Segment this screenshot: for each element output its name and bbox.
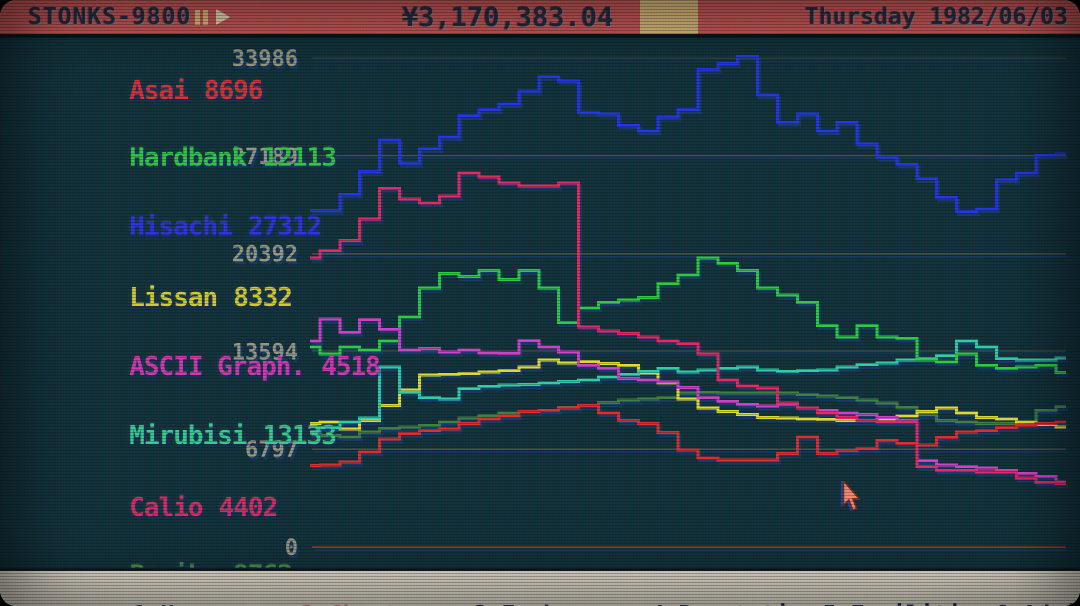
menu-key: 1 [133, 602, 147, 606]
stock-name: Lissan [129, 283, 218, 313]
stock-price: 4402 [218, 493, 279, 523]
stock-price: 8696 [203, 76, 264, 106]
stock-name: Hardbank [129, 143, 247, 173]
menu-key: 6 [995, 602, 1009, 606]
balance-display: ¥3,170,383.04 [402, 2, 614, 33]
stock-price: 13133 [262, 421, 337, 451]
stock-price: 8332 [233, 283, 293, 313]
stock-name: ASCII Graph. [129, 352, 306, 382]
mouse-cursor-icon [842, 479, 863, 518]
time-progress-block [640, 0, 698, 34]
menu-key: 4 [651, 602, 665, 606]
stock-list: Asai 8696 Hardbank 12113 Hisachi 27312 Liss… [12, 0, 381, 606]
menu-key: 5 [823, 602, 837, 606]
stock-name: Asai [129, 76, 189, 106]
menu-key: 2 [301, 602, 315, 606]
stock-price: 12113 [262, 143, 337, 173]
menu-label: Advisor [1022, 602, 1080, 606]
date-display: Thursday 1982/06/03 [804, 4, 1068, 30]
series-line-hisachi [310, 54, 1066, 214]
menu-item-advisor[interactable]: 6 Advisor [884, 576, 1080, 606]
stock-price: 4518 [321, 352, 381, 382]
series-line-asai [310, 403, 1066, 468]
stock-name: Calio [129, 493, 203, 523]
menu-item-home[interactable]: 1Home [22, 576, 216, 606]
stock-price: 27312 [247, 212, 322, 242]
stock-name: Mirubisi [129, 421, 247, 451]
bottom-menu-bar: 1Home 2Charts 3Exchange 4Reputation 5Fac… [0, 568, 1080, 606]
menu-key: 3 [474, 602, 488, 606]
stock-name: Hisachi [129, 212, 233, 242]
